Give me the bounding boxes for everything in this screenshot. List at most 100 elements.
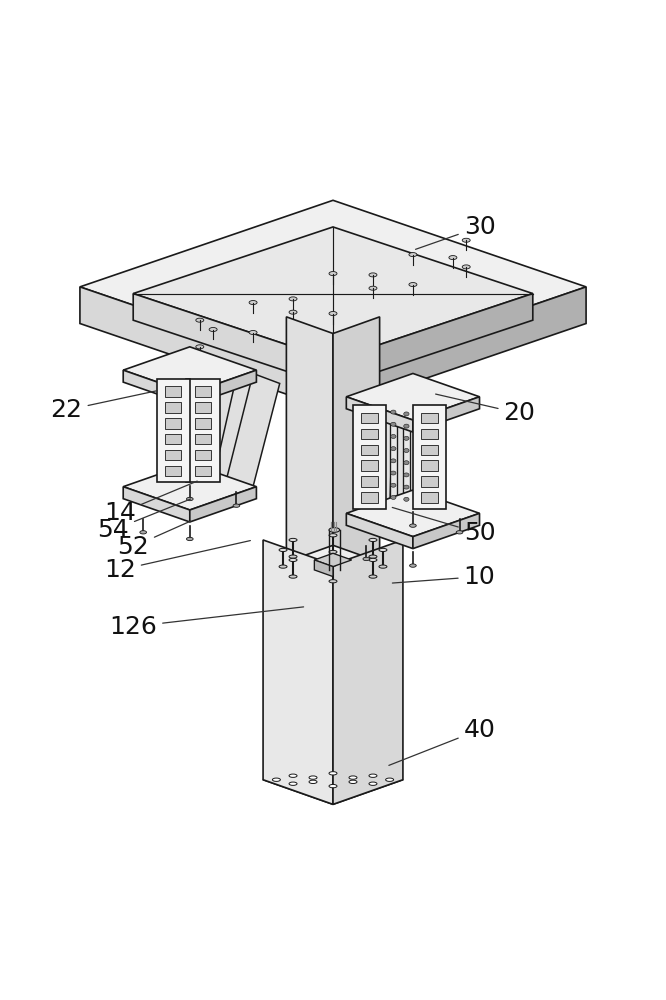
Ellipse shape bbox=[168, 416, 173, 420]
Ellipse shape bbox=[206, 466, 212, 470]
Ellipse shape bbox=[379, 565, 387, 568]
Ellipse shape bbox=[180, 388, 186, 392]
Polygon shape bbox=[346, 513, 413, 549]
Polygon shape bbox=[314, 553, 352, 567]
Text: 22: 22 bbox=[51, 391, 157, 422]
Ellipse shape bbox=[272, 778, 280, 781]
Ellipse shape bbox=[369, 273, 377, 277]
Ellipse shape bbox=[289, 575, 297, 578]
Ellipse shape bbox=[209, 328, 217, 332]
Polygon shape bbox=[403, 399, 436, 521]
Ellipse shape bbox=[391, 447, 396, 451]
Polygon shape bbox=[421, 460, 438, 471]
Ellipse shape bbox=[410, 564, 416, 567]
Ellipse shape bbox=[168, 392, 173, 396]
Polygon shape bbox=[421, 413, 438, 423]
Polygon shape bbox=[376, 403, 403, 523]
Polygon shape bbox=[194, 450, 211, 460]
Ellipse shape bbox=[168, 477, 173, 481]
Ellipse shape bbox=[462, 238, 470, 242]
Ellipse shape bbox=[249, 301, 257, 305]
Polygon shape bbox=[157, 379, 190, 482]
Ellipse shape bbox=[194, 409, 199, 413]
Ellipse shape bbox=[168, 428, 173, 432]
Polygon shape bbox=[361, 429, 378, 439]
Ellipse shape bbox=[194, 470, 199, 474]
Polygon shape bbox=[193, 380, 200, 478]
Ellipse shape bbox=[363, 557, 370, 561]
Polygon shape bbox=[286, 553, 380, 587]
Ellipse shape bbox=[369, 286, 377, 290]
Ellipse shape bbox=[206, 381, 212, 385]
Polygon shape bbox=[361, 413, 378, 423]
Text: 20: 20 bbox=[436, 394, 535, 425]
Ellipse shape bbox=[391, 434, 396, 438]
Text: 40: 40 bbox=[389, 718, 496, 765]
Polygon shape bbox=[346, 490, 480, 537]
Text: 12: 12 bbox=[104, 541, 250, 582]
Polygon shape bbox=[421, 429, 438, 439]
Polygon shape bbox=[186, 379, 220, 482]
Ellipse shape bbox=[206, 429, 212, 433]
Ellipse shape bbox=[379, 548, 387, 552]
Ellipse shape bbox=[417, 426, 422, 430]
Ellipse shape bbox=[206, 417, 212, 421]
Polygon shape bbox=[194, 466, 211, 476]
Ellipse shape bbox=[289, 297, 297, 301]
Ellipse shape bbox=[329, 772, 337, 775]
Ellipse shape bbox=[409, 283, 417, 287]
Ellipse shape bbox=[206, 442, 212, 446]
Ellipse shape bbox=[329, 563, 337, 566]
Ellipse shape bbox=[180, 473, 186, 477]
Polygon shape bbox=[353, 405, 386, 509]
Ellipse shape bbox=[430, 464, 435, 468]
Polygon shape bbox=[361, 460, 378, 471]
Polygon shape bbox=[333, 317, 380, 603]
Ellipse shape bbox=[404, 449, 409, 453]
Ellipse shape bbox=[417, 475, 422, 479]
Polygon shape bbox=[361, 492, 378, 503]
Ellipse shape bbox=[206, 454, 212, 458]
Ellipse shape bbox=[409, 253, 417, 257]
Ellipse shape bbox=[186, 497, 193, 501]
Ellipse shape bbox=[194, 445, 199, 449]
Ellipse shape bbox=[186, 537, 193, 541]
Ellipse shape bbox=[168, 404, 173, 408]
Polygon shape bbox=[165, 450, 181, 460]
Ellipse shape bbox=[196, 318, 204, 322]
Ellipse shape bbox=[449, 256, 457, 260]
Ellipse shape bbox=[329, 312, 337, 316]
Ellipse shape bbox=[206, 393, 212, 397]
Polygon shape bbox=[196, 380, 246, 503]
Text: 30: 30 bbox=[416, 215, 496, 249]
Polygon shape bbox=[346, 373, 480, 420]
Polygon shape bbox=[273, 567, 333, 615]
Ellipse shape bbox=[456, 531, 463, 534]
Polygon shape bbox=[80, 200, 586, 373]
Ellipse shape bbox=[391, 410, 396, 414]
Ellipse shape bbox=[404, 485, 409, 489]
Ellipse shape bbox=[391, 471, 396, 475]
Ellipse shape bbox=[391, 483, 396, 487]
Ellipse shape bbox=[196, 345, 204, 349]
Polygon shape bbox=[430, 412, 436, 509]
Ellipse shape bbox=[289, 782, 297, 785]
Ellipse shape bbox=[180, 461, 186, 465]
Polygon shape bbox=[190, 370, 256, 405]
Ellipse shape bbox=[168, 465, 173, 469]
Polygon shape bbox=[421, 476, 438, 487]
Ellipse shape bbox=[417, 487, 422, 491]
Ellipse shape bbox=[391, 459, 396, 463]
Ellipse shape bbox=[369, 538, 377, 542]
Ellipse shape bbox=[329, 784, 337, 788]
Polygon shape bbox=[333, 567, 393, 615]
Text: 52: 52 bbox=[117, 521, 190, 559]
Ellipse shape bbox=[180, 412, 186, 416]
Ellipse shape bbox=[417, 414, 422, 418]
Polygon shape bbox=[194, 418, 211, 429]
Ellipse shape bbox=[391, 422, 396, 426]
Polygon shape bbox=[210, 377, 263, 501]
Ellipse shape bbox=[180, 449, 186, 453]
Polygon shape bbox=[165, 402, 181, 413]
Ellipse shape bbox=[194, 458, 199, 462]
